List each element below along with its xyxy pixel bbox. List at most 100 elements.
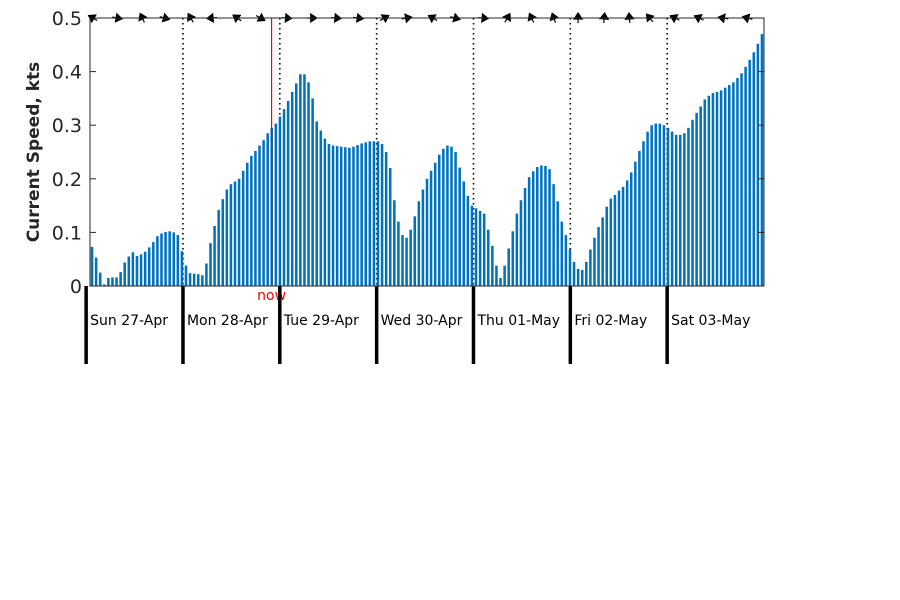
bar [397,221,400,286]
bar [572,261,576,286]
bar [499,277,502,286]
bar [658,123,662,286]
bar [723,87,727,287]
bar [356,145,359,286]
bar [638,150,641,286]
bar [94,257,98,286]
bar [286,101,290,286]
bar [654,123,658,286]
bar [756,43,760,287]
bar [425,178,429,286]
bar-series [90,34,764,287]
bar [196,274,200,286]
bar [454,152,457,286]
bar [217,209,220,286]
bar [221,199,225,286]
bar [184,265,188,286]
bar [446,145,449,286]
bar [511,231,515,286]
bar [323,138,327,286]
bar [760,34,764,286]
bar [560,221,564,286]
bar [417,201,421,286]
bar [254,150,257,286]
bar [376,141,380,286]
bar [401,235,404,286]
y-tick-label: 0.2 [52,169,82,191]
bar [290,91,294,286]
bar [262,140,265,286]
bar [348,147,351,286]
bar [674,134,678,286]
y-tick-label: 0.3 [52,115,82,137]
bar [372,141,376,286]
bar [589,249,592,286]
bar [168,231,171,286]
bar [278,116,282,287]
plot-frame [89,17,765,287]
bar [311,98,314,287]
bar [237,178,241,286]
bar [156,236,159,286]
bar [609,198,613,286]
bar [515,213,519,286]
bar [695,112,698,286]
bar [250,155,253,286]
bar [523,187,527,286]
bar [703,99,707,286]
y-tick-label: 0.1 [52,222,82,244]
bar [335,146,339,286]
bar [568,249,572,286]
bar [527,177,531,286]
bar [344,147,347,286]
bar [687,127,690,286]
bar [482,213,486,286]
bar [331,145,335,286]
bar [491,245,494,286]
bar [740,73,743,286]
day-label: Tue 29-Apr [283,313,359,329]
bar [540,165,543,286]
bar [274,123,278,286]
bar [617,190,621,286]
bar [352,146,355,286]
bar [728,85,731,286]
bar [364,142,367,286]
bar [478,210,482,286]
bar [507,248,510,286]
day-label: Sat 03-May [671,313,750,329]
bar [188,273,192,286]
bar [634,161,637,286]
bar [711,93,715,286]
bar [123,262,126,286]
bar [384,152,388,286]
bar [576,268,580,286]
bar [662,125,666,286]
bar [164,231,167,286]
bar [360,143,363,286]
day-label: Fri 02-May [574,313,647,329]
bar [233,181,237,286]
y-axis-label: Current Speed, kts [24,62,44,243]
bar [495,265,498,286]
bar [433,162,437,286]
bar [266,133,269,286]
bar [388,168,392,286]
bar [442,148,445,286]
bar [229,184,233,286]
day-label: Thu 01-May [476,313,560,329]
bar [258,145,261,286]
bar [719,90,723,286]
bar [393,200,396,286]
bar [327,143,331,286]
bar [536,167,539,286]
bar [646,131,649,286]
bar [295,83,298,286]
bar [192,273,196,286]
y-tick-label: 0 [70,276,82,298]
bar [225,189,229,286]
bar [135,255,139,286]
bar [209,243,212,286]
bar [368,141,372,286]
